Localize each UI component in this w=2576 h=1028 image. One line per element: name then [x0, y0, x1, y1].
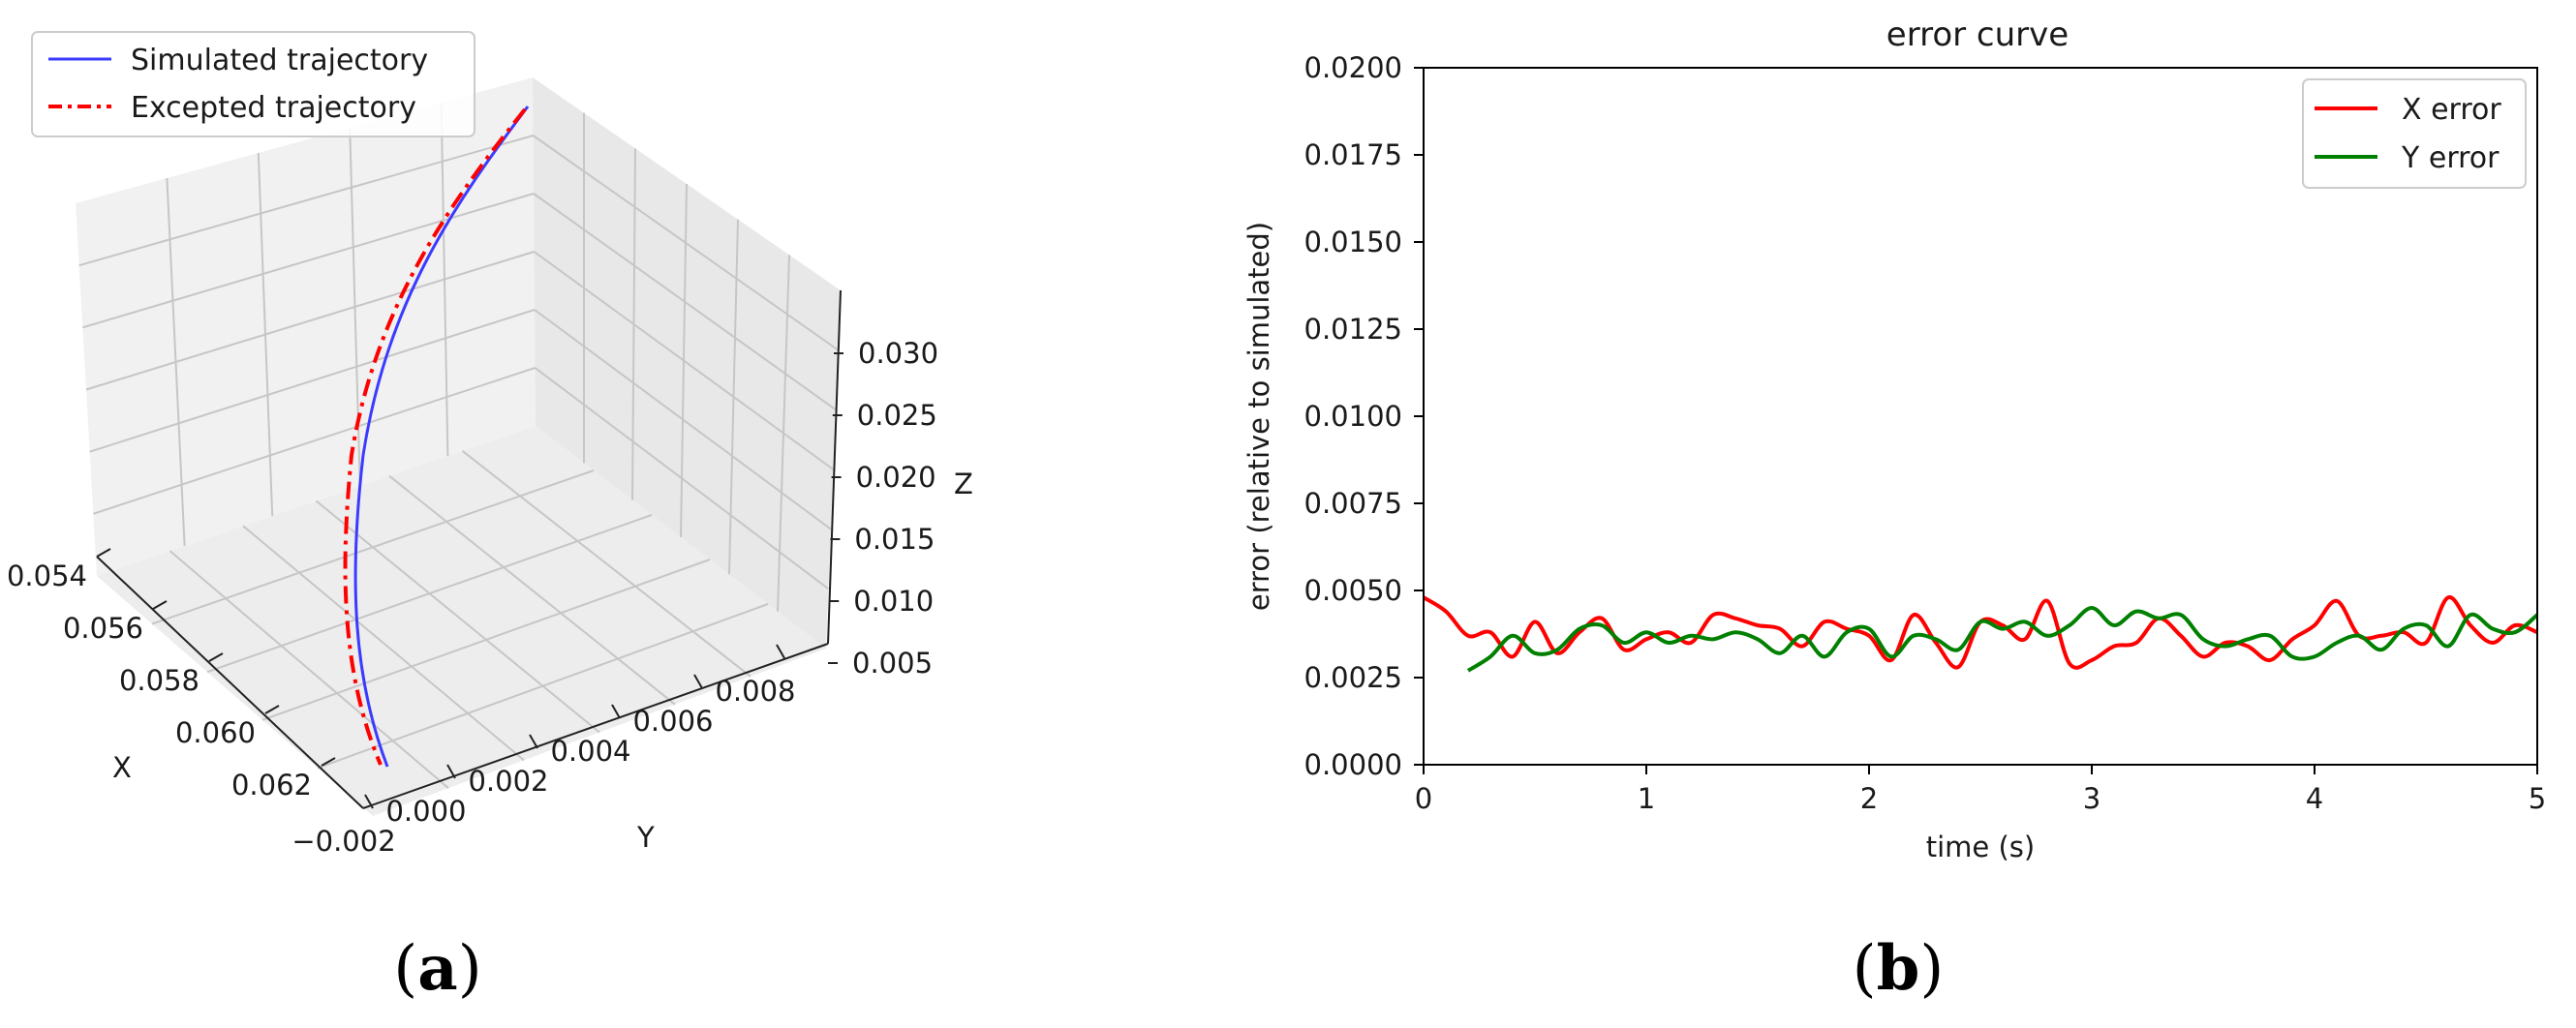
y-tick-label: 0.0200 — [1304, 51, 1402, 84]
z-axis-line — [827, 289, 842, 645]
y-tick-mark — [529, 734, 538, 749]
x-axis-label-3d: X — [112, 751, 132, 784]
panel-label-b: (b) — [1853, 932, 1945, 1005]
y-tick-label: 0.0000 — [1304, 748, 1402, 781]
grid-right-v — [777, 255, 790, 612]
x-tick-label: 0.056 — [63, 612, 143, 645]
grid-floor-b — [151, 469, 595, 625]
y-tick-label: 0.008 — [715, 675, 795, 708]
grid-left-v — [257, 152, 274, 517]
y-tick-label: 0.002 — [468, 765, 548, 798]
trajectory-lines — [343, 106, 530, 768]
x-axis-label: time (s) — [1926, 831, 2035, 863]
grid-floor-b — [317, 603, 769, 770]
x-tick-mark — [321, 757, 336, 767]
x-tick-label: 4 — [2306, 782, 2323, 815]
grid-left-h — [82, 193, 535, 329]
panel-b-error-curve: error curve 0 1 2 3 4 5 0.0000 0.0025 0.0050 0.00… — [1242, 15, 2546, 1005]
x-tick-label: 0.062 — [231, 769, 312, 801]
panel-a-3d-trajectory: 0.0540.0560.0580.0600.062−0.0020.0000.00… — [7, 31, 973, 1005]
pane-left — [76, 77, 536, 576]
panel-label-a: (a) — [393, 932, 481, 1005]
z-tick-label: 0.030 — [858, 337, 938, 370]
x-tick-label: 1 — [1638, 782, 1655, 815]
grid-floor-b — [261, 559, 711, 721]
y-tick-label: −0.002 — [291, 825, 395, 858]
simulated-trajectory-line — [353, 106, 530, 768]
grid-floor-a — [169, 550, 449, 789]
x-tick-label: 0.060 — [175, 716, 256, 749]
x-tick-label: 0 — [1415, 782, 1432, 815]
x-tick-label: 5 — [2529, 782, 2546, 815]
y-tick-label: 0.0025 — [1304, 661, 1402, 694]
x-tick-label: 3 — [2083, 782, 2101, 815]
x-tick-label: 2 — [1860, 782, 1878, 815]
ticks-3d: 0.0540.0560.0580.0600.062−0.0020.0000.00… — [7, 337, 938, 858]
x-error-line — [1422, 595, 2538, 670]
y-tick-label: 0.000 — [385, 795, 466, 828]
x-tick-mark — [264, 705, 280, 714]
legend-expected-label: Excepted trajectory — [131, 91, 416, 125]
x-tick-label: 0.058 — [119, 664, 199, 697]
z-tick-label: 0.020 — [856, 461, 936, 494]
z-tick-label: 0.005 — [852, 647, 933, 680]
grid-floor-a — [242, 525, 525, 762]
grid-left-h — [93, 367, 536, 515]
z-tick-label: 0.010 — [853, 585, 934, 618]
legend-x-error-label: X error — [2402, 93, 2501, 127]
grid-left-h — [78, 135, 534, 267]
x-tick-label: 0.054 — [7, 559, 87, 592]
y-tick-label: 0.004 — [550, 735, 630, 768]
y-tick-mark — [364, 794, 374, 809]
y-tick-label: 0.0125 — [1304, 313, 1402, 346]
ticks-b: 0 1 2 3 4 5 0.0000 0.0025 0.0050 0.0075 0.0100 0.01… — [1304, 51, 2547, 815]
plot-area — [1422, 595, 2539, 673]
x-tick-mark — [96, 548, 111, 558]
y-axis-line — [362, 643, 829, 809]
y-error-line — [1466, 605, 2539, 673]
y-tick-label: 0.0175 — [1304, 138, 1402, 171]
z-tick-label: 0.015 — [854, 523, 935, 556]
y-axis-label-3d: Y — [636, 821, 655, 854]
grid-left-v — [440, 102, 449, 457]
legend-y-error-label: Y error — [2401, 141, 2499, 175]
legend-3d-frame — [31, 31, 475, 137]
grid-floor-a — [315, 499, 600, 734]
y-tick-label: 0.0150 — [1304, 226, 1402, 258]
grid-right-v — [631, 148, 636, 500]
chart-title: error curve — [1886, 15, 2069, 54]
x-tick-mark — [208, 652, 224, 662]
y-tick-label: 0.0075 — [1304, 487, 1402, 520]
legend-3d: Simulated trajectory Excepted trajectory — [31, 31, 475, 137]
grid-left-v — [166, 177, 186, 547]
y-tick-mark — [776, 644, 785, 659]
y-tick-mark — [693, 674, 703, 689]
grid-floor-a — [461, 450, 751, 678]
grid-left-h — [89, 309, 536, 453]
legend-simulated-label: Simulated trajectory — [131, 44, 428, 77]
y-tick-mark — [446, 764, 456, 779]
y-axis-label: error (relative to simulated) — [1242, 222, 1275, 611]
grid-floor-b — [206, 514, 653, 674]
y-tick-label: 0.006 — [632, 705, 713, 738]
grid-left-h — [85, 251, 535, 391]
x-tick-mark — [152, 600, 168, 610]
grid-right-v — [680, 183, 688, 538]
y-tick-mark — [611, 704, 621, 719]
y-tick-label: 0.0050 — [1304, 574, 1402, 607]
grid-right-v — [728, 219, 739, 575]
z-axis-label-3d: Z — [954, 468, 973, 500]
y-tick-label: 0.0100 — [1304, 400, 1402, 433]
grid-floor-a — [388, 474, 676, 706]
grid-3d — [78, 102, 840, 789]
x-axis-line — [96, 556, 364, 809]
legend-b: X error Y error — [2302, 78, 2527, 189]
expected-trajectory-line — [343, 107, 527, 766]
pane-floor — [97, 426, 826, 816]
z-tick-label: 0.025 — [857, 399, 937, 432]
